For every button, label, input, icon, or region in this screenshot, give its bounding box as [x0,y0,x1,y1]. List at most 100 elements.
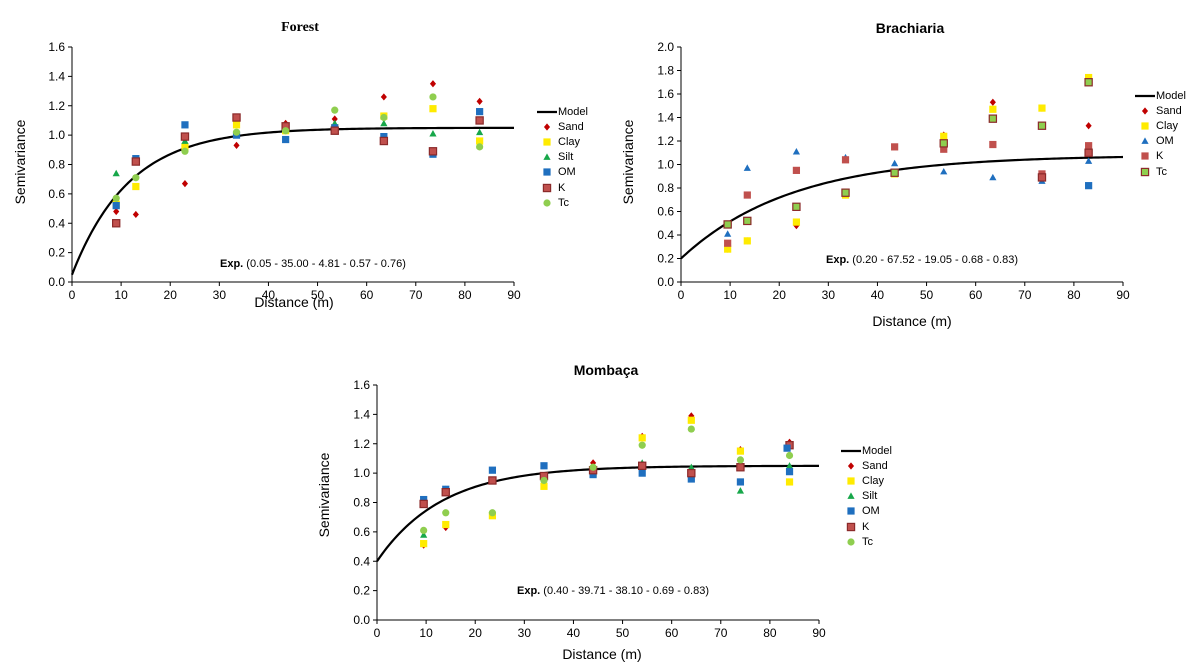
y-tick-label: 0.6 [353,525,370,539]
annotation-text: (0.40 - 39.71 - 38.10 - 0.69 - 0.83) [540,585,709,597]
data-point [488,466,497,474]
y-tick-label: 1.2 [657,134,674,148]
legend-item: K [840,519,892,534]
legend-item: Model [536,104,588,119]
data-point [132,210,139,219]
legend-item: OM [1134,134,1186,149]
legend-item: K [1134,149,1186,164]
data-point [743,237,751,245]
data-point [638,461,647,470]
x-axis-label: Distance (m) [254,294,334,310]
legend-label: Sand [1156,104,1182,117]
y-tick-label: 0.6 [48,187,65,201]
y-tick-label: 1.2 [48,99,65,113]
data-point [331,115,338,123]
legend-label: Tc [558,196,569,209]
legend-label: Tc [1156,165,1167,178]
data-point [1037,173,1047,182]
data-point [282,135,290,144]
x-tick-label: 30 [822,288,836,302]
data-point [841,156,850,164]
legend-item: Tc [1134,164,1186,179]
legend-label: Clay [862,474,885,487]
data-point [233,141,240,150]
legend-label: Silt [862,490,878,503]
data-point [112,202,120,210]
data-point [687,416,695,424]
data-point [488,509,497,517]
data-point [428,147,438,156]
data-point [476,128,484,136]
data-point [723,220,732,229]
legend-symbol [840,505,862,517]
y-tick-label: 0.6 [657,205,674,219]
data-point [687,475,695,483]
data-point [687,425,695,433]
y-tick-label: 1.0 [657,158,674,172]
data-point [638,434,646,442]
data-point [736,463,745,472]
legend-symbol [536,166,558,178]
data-point [792,147,801,155]
legend-marker [543,138,551,146]
y-tick-label: 1.6 [657,87,674,101]
data-point [132,174,140,182]
y-tick-label: 0.8 [657,181,674,195]
legend-item: Silt [840,489,892,504]
data-point [488,476,497,485]
legend-label: Model [862,444,892,457]
x-tick-label: 0 [69,288,76,302]
data-point [743,164,751,171]
data-point [540,462,548,470]
legend-label: Model [1156,89,1186,102]
y-tick-label: 1.0 [353,466,370,480]
legend-item: Silt [536,150,588,165]
data-point [841,188,850,197]
legend-item: Model [840,443,892,458]
x-tick-label: 20 [469,626,483,640]
data-point [420,540,428,548]
data-point [638,441,646,449]
series-tc [112,93,484,202]
legend-label: Silt [558,151,574,164]
data-point [380,119,388,127]
data-point [940,145,948,153]
data-point [380,113,388,122]
legend-symbol [840,445,862,457]
data-point [792,202,801,211]
y-tick-label: 0.2 [48,246,65,260]
legend-marker [543,199,551,207]
x-tick-label: 60 [360,288,374,302]
y-tick-label: 2.0 [657,40,674,54]
legend: Model Sand Clay OM K Tc [1134,88,1186,179]
x-tick-label: 10 [114,288,128,302]
legend-marker [1141,122,1149,130]
data-point [232,128,241,136]
data-point [1084,148,1093,157]
data-point [989,173,997,181]
data-point [330,126,339,135]
y-tick-label: 0.4 [48,216,65,230]
legend-symbol [536,136,558,148]
data-point [331,106,339,114]
data-point [232,113,241,122]
data-point [476,143,484,151]
legend-item: Clay [1134,118,1186,133]
x-tick-label: 40 [871,288,885,302]
legend-symbol [1134,120,1156,132]
legend-symbol [840,490,862,502]
model-curve [376,464,819,562]
data-point [429,105,437,113]
x-axis-label: Distance (m) [562,646,642,662]
y-tick-label: 1.6 [353,378,370,392]
legend-symbol [536,182,558,194]
legend-item: Clay [536,134,588,149]
legend-marker [847,507,855,515]
legend-label: Sand [862,459,888,472]
data-point [132,182,140,191]
y-tick-label: 1.6 [48,40,65,54]
legend-item: Tc [536,195,588,210]
data-point [429,80,437,88]
data-point [380,132,388,141]
data-point [687,463,695,471]
